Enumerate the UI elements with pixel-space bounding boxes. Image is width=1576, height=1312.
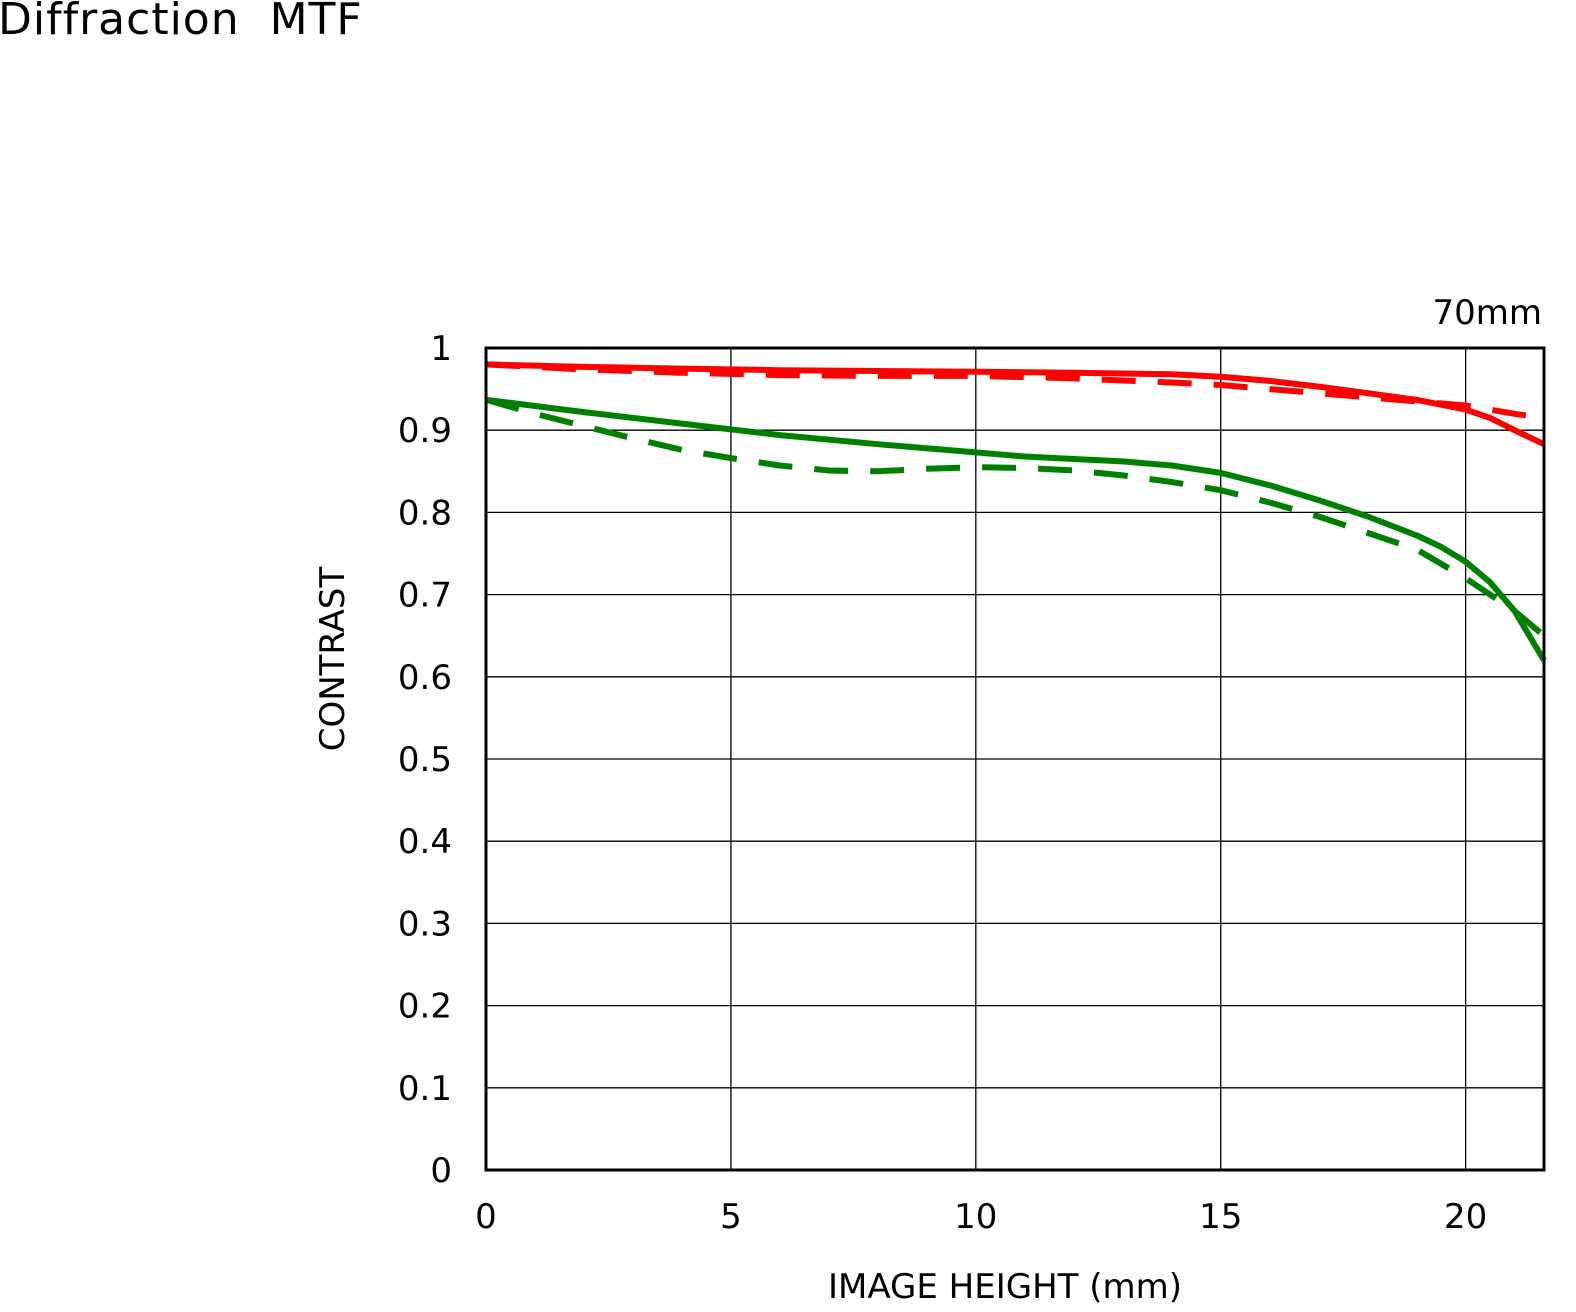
x-tick-label: 10 <box>954 1197 997 1237</box>
y-tick-label: 0.2 <box>398 987 452 1027</box>
x-axis-label: IMAGE HEIGHT (mm) <box>828 1267 1182 1307</box>
y-tick-label: 0 <box>430 1151 452 1191</box>
series-lines <box>485 361 1547 662</box>
series-line-green-dashed <box>485 396 1546 638</box>
x-tick-label: 5 <box>720 1197 742 1237</box>
chart-title: Diffraction MTF <box>0 0 363 45</box>
series-line-green-solid <box>485 396 1547 662</box>
focal-length-label: 70mm <box>1432 293 1542 333</box>
y-axis-label: CONTRAST <box>313 566 353 751</box>
x-tick-label: 20 <box>1444 1197 1487 1237</box>
y-tick-label: 1 <box>430 329 452 369</box>
y-tick-label: 0.7 <box>398 576 452 616</box>
x-tick-label: 0 <box>475 1197 497 1237</box>
y-tick-label: 0.6 <box>398 658 452 698</box>
series-line-red-dashed <box>485 361 1545 421</box>
x-tick-labels: 0 5 10 15 20 <box>475 1197 1487 1237</box>
y-tick-label: 0.5 <box>398 740 452 780</box>
grid <box>485 347 1544 1171</box>
y-tick-label: 0.8 <box>398 493 452 533</box>
x-tick-label: 15 <box>1199 1197 1242 1237</box>
y-tick-labels: 0 0.1 0.2 0.3 0.4 0.5 0.6 0.7 0.8 0.9 1 <box>398 329 452 1191</box>
plot-frame <box>484 346 1546 1172</box>
y-tick-label: 0.4 <box>398 822 452 862</box>
y-tick-label: 0.3 <box>398 904 452 944</box>
y-tick-label: 0.1 <box>398 1069 452 1109</box>
series-line-red-solid <box>485 361 1546 447</box>
y-tick-label: 0.9 <box>398 411 452 451</box>
